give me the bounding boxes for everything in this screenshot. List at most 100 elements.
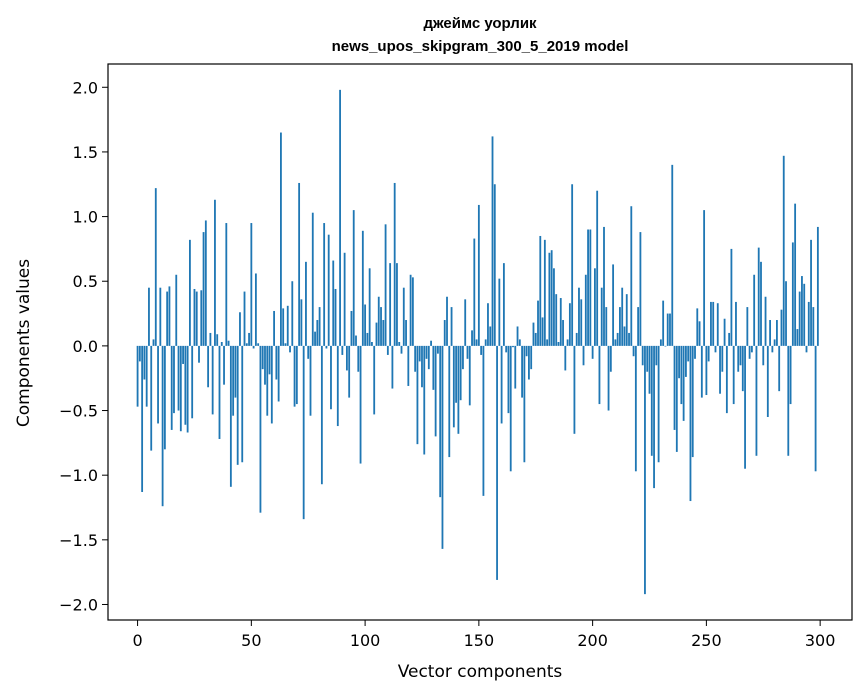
bar-104	[373, 345, 376, 415]
bar-290	[796, 329, 799, 346]
bar-181	[548, 252, 551, 346]
bar-204	[600, 287, 603, 346]
bar-221	[639, 232, 642, 346]
bar-99	[361, 230, 364, 346]
bar-48	[245, 343, 248, 346]
bar-20	[182, 345, 184, 364]
bar-214	[623, 326, 626, 346]
bar-119	[407, 345, 410, 386]
bar-111	[389, 263, 392, 346]
bar-29	[202, 232, 205, 346]
bar-240	[682, 345, 685, 421]
bar-166	[514, 345, 517, 389]
bar-282	[778, 345, 781, 392]
bar-68	[291, 281, 294, 346]
bar-96	[355, 335, 357, 346]
bar-179	[543, 239, 546, 346]
bar-61	[275, 345, 278, 380]
bar-103	[371, 342, 373, 346]
bar-189	[566, 339, 569, 346]
bar-40	[227, 340, 230, 346]
bar-192	[573, 345, 576, 434]
bar-35	[216, 334, 219, 346]
bar-53	[257, 343, 260, 346]
bar-2	[141, 345, 144, 492]
bar-122	[414, 345, 417, 372]
bar-19	[179, 345, 182, 432]
x-axis-ticks: 0 50 100 150 200 250 300	[132, 620, 835, 650]
bar-216	[628, 332, 630, 346]
bar-287	[789, 345, 792, 405]
bar-74	[305, 261, 307, 346]
bar-100	[364, 304, 367, 346]
bar-164	[509, 345, 512, 472]
y-tick-label: 1.0	[73, 208, 98, 227]
bar-176	[537, 300, 539, 346]
bar-291	[798, 291, 801, 346]
bar-series	[136, 89, 819, 595]
bar-123	[416, 345, 419, 445]
bar-49	[248, 332, 250, 346]
y-tick-label: −1.5	[59, 531, 98, 550]
bar-286	[787, 345, 790, 456]
bar-97	[357, 345, 360, 372]
bar-180	[546, 339, 549, 346]
bar-140	[455, 345, 458, 403]
bar-25	[193, 288, 196, 346]
bar-66	[286, 305, 289, 346]
bar-242	[687, 345, 690, 362]
bar-17	[175, 274, 178, 346]
bar-4	[145, 345, 148, 407]
bar-139	[452, 345, 455, 428]
bar-163	[507, 345, 510, 414]
bar-206	[605, 307, 608, 346]
bar-199	[589, 229, 592, 346]
bar-24	[191, 345, 194, 419]
bar-6	[150, 345, 153, 451]
bar-289	[794, 203, 797, 346]
bar-156	[491, 136, 494, 346]
chart-title-line1: джеймс уорлик	[423, 15, 537, 32]
bar-257	[721, 345, 724, 372]
bar-228	[655, 345, 658, 366]
bar-252	[710, 301, 712, 346]
bar-78	[314, 331, 316, 346]
bar-30	[204, 220, 207, 346]
bar-237	[675, 345, 678, 452]
bar-280	[773, 339, 776, 346]
bar-67	[289, 345, 291, 353]
bar-73	[302, 345, 305, 520]
bar-131	[434, 345, 437, 437]
bar-161	[502, 263, 505, 346]
bar-203	[598, 345, 601, 405]
bar-149	[475, 339, 478, 346]
bar-296	[810, 239, 812, 346]
bar-7	[152, 339, 155, 346]
bar-215	[625, 294, 628, 346]
bar-197	[584, 274, 587, 346]
bar-200	[591, 345, 594, 359]
bar-147	[471, 330, 473, 346]
bar-250	[705, 345, 708, 396]
bar-51	[252, 345, 255, 349]
bar-292	[801, 276, 803, 346]
bar-218	[632, 345, 635, 357]
bar-47	[243, 291, 246, 346]
bar-245	[694, 345, 696, 359]
bar-92	[345, 345, 348, 371]
bar-233	[666, 313, 669, 346]
bar-268	[746, 307, 749, 346]
bar-175	[534, 332, 537, 346]
bar-167	[516, 326, 519, 346]
bar-188	[564, 345, 567, 371]
bar-114	[396, 263, 398, 346]
bar-144	[464, 299, 467, 346]
bar-0	[136, 345, 139, 407]
bar-295	[807, 301, 810, 346]
bar-298	[814, 345, 817, 472]
bar-190	[568, 303, 571, 346]
bar-62	[277, 345, 280, 402]
bar-256	[719, 345, 721, 394]
bar-43	[234, 345, 237, 398]
